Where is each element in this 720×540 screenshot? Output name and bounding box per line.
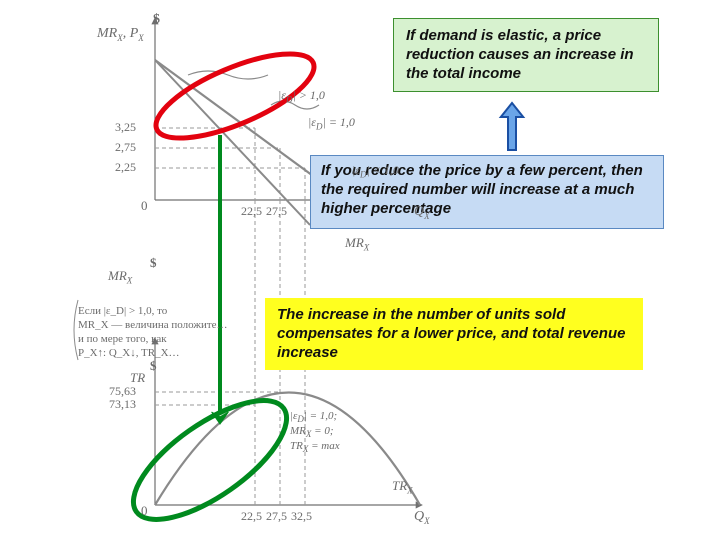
callout-elastic-demand: If demand is elastic, a price reduction … xyxy=(393,18,659,92)
callout-text: The increase in the number of units sold… xyxy=(277,306,625,361)
callout-revenue-increase: The increase in the number of units sold… xyxy=(265,298,643,370)
blue-arrow xyxy=(501,103,523,150)
callout-text: If demand is elastic, a price reduction … xyxy=(406,27,634,82)
